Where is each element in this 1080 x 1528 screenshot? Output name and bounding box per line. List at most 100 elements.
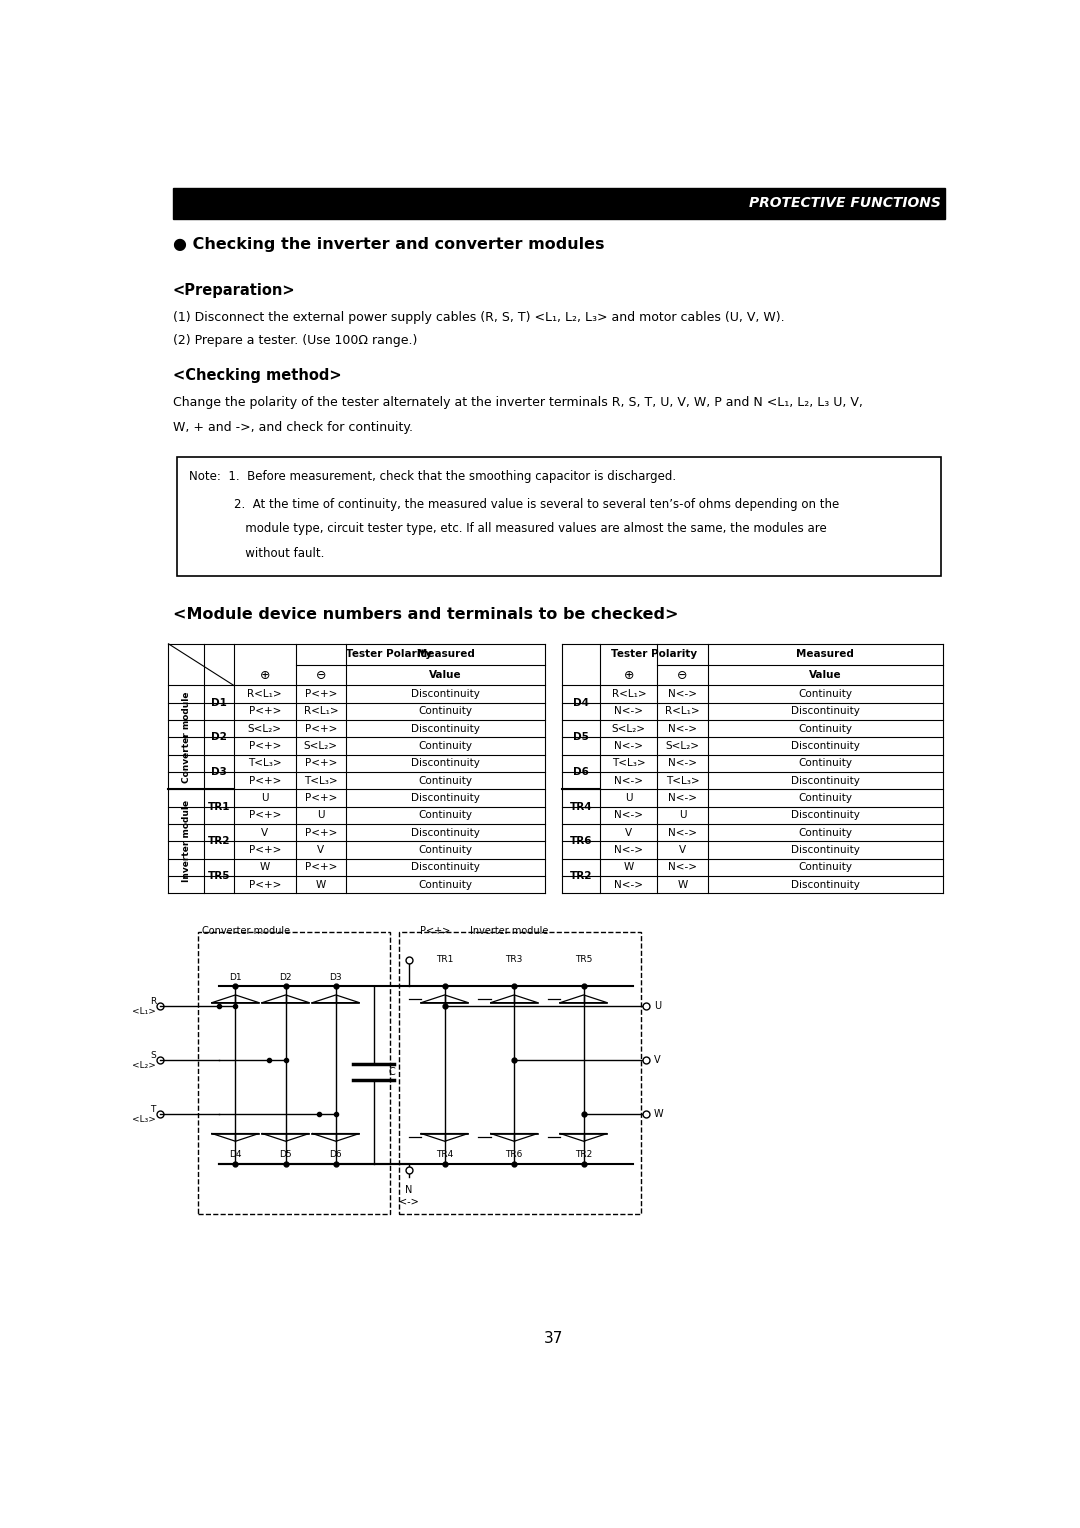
Text: N<->: N<-> — [615, 810, 644, 821]
Text: N<->: N<-> — [667, 828, 697, 837]
Text: TR1: TR1 — [436, 955, 454, 964]
Text: P<+>: P<+> — [305, 828, 337, 837]
Text: N<->: N<-> — [615, 880, 644, 889]
Bar — [198, 932, 390, 1215]
Text: ⊕: ⊕ — [623, 669, 634, 681]
Text: R<L₁>: R<L₁> — [303, 706, 338, 717]
Text: Discontinuity: Discontinuity — [411, 724, 480, 733]
Text: S
<L₂>: S <L₂> — [132, 1051, 156, 1070]
Text: R
<L₁>: R <L₁> — [132, 996, 156, 1016]
Text: P<+>: P<+> — [248, 741, 281, 752]
Text: P<+>: P<+> — [248, 810, 281, 821]
Text: Continuity: Continuity — [419, 810, 473, 821]
Text: Continuity: Continuity — [419, 845, 473, 856]
Text: D1: D1 — [211, 698, 227, 707]
Text: Continuity: Continuity — [798, 689, 852, 700]
Text: (1) Disconnect the external power supply cables (R, S, T) <L₁, L₂, L₃> and motor: (1) Disconnect the external power supply… — [173, 312, 784, 324]
Text: D6: D6 — [573, 767, 589, 778]
Text: 37: 37 — [544, 1331, 563, 1346]
Text: U: U — [653, 1001, 661, 1012]
Text: D6: D6 — [329, 1151, 342, 1160]
Text: TR6: TR6 — [570, 836, 592, 847]
Text: Continuity: Continuity — [419, 880, 473, 889]
Text: D3: D3 — [211, 767, 227, 778]
Text: N<->: N<-> — [667, 793, 697, 804]
Text: P<+>: P<+> — [248, 845, 281, 856]
Text: Measured: Measured — [796, 649, 854, 659]
Text: U: U — [318, 810, 325, 821]
Text: N<->: N<-> — [667, 758, 697, 769]
Text: N<->: N<-> — [615, 776, 644, 785]
Text: TR1: TR1 — [207, 802, 230, 811]
Text: Converter module: Converter module — [181, 692, 190, 784]
Text: Continuity: Continuity — [798, 758, 852, 769]
Text: Value: Value — [429, 669, 462, 680]
Text: ● Checking the inverter and converter modules: ● Checking the inverter and converter mo… — [173, 237, 604, 252]
Text: W, + and ->, and check for continuity.: W, + and ->, and check for continuity. — [173, 420, 413, 434]
Text: S<L₂>: S<L₂> — [247, 724, 282, 733]
Text: P<+>: P<+> — [305, 793, 337, 804]
Text: S<L₂>: S<L₂> — [665, 741, 700, 752]
Text: without fault.: without fault. — [189, 547, 325, 559]
Text: P<+>: P<+> — [305, 689, 337, 700]
Text: N<->: N<-> — [615, 741, 644, 752]
Text: W: W — [653, 1109, 663, 1120]
Text: N<->: N<-> — [615, 706, 644, 717]
Text: S<L₂>: S<L₂> — [612, 724, 646, 733]
Text: TR4: TR4 — [436, 1151, 454, 1160]
Text: Tester Polarity: Tester Polarity — [347, 649, 432, 659]
Text: Inverter module: Inverter module — [470, 926, 549, 935]
Text: Note:  1.  Before measurement, check that the smoothing capacitor is discharged.: Note: 1. Before measurement, check that … — [189, 469, 676, 483]
Text: Continuity: Continuity — [419, 776, 473, 785]
Text: P<+>: P<+> — [420, 926, 450, 935]
Text: Discontinuity: Discontinuity — [791, 810, 860, 821]
Text: C: C — [389, 1067, 395, 1077]
Text: Discontinuity: Discontinuity — [411, 758, 480, 769]
Text: <Checking method>: <Checking method> — [173, 368, 341, 384]
Text: N<->: N<-> — [615, 845, 644, 856]
Text: W: W — [259, 862, 270, 872]
Text: V: V — [625, 828, 633, 837]
Text: D5: D5 — [573, 732, 589, 743]
Text: P<+>: P<+> — [248, 880, 281, 889]
Text: R<L₁>: R<L₁> — [611, 689, 646, 700]
Text: TR5: TR5 — [575, 955, 592, 964]
Text: ⊖: ⊖ — [315, 669, 326, 681]
Text: TR2: TR2 — [570, 871, 592, 882]
Text: D1: D1 — [229, 973, 242, 983]
Text: Discontinuity: Discontinuity — [791, 845, 860, 856]
Text: Discontinuity: Discontinuity — [791, 776, 860, 785]
Text: Discontinuity: Discontinuity — [791, 741, 860, 752]
Text: T
<L₃>: T <L₃> — [132, 1105, 156, 1125]
Text: W: W — [677, 880, 688, 889]
Text: module type, circuit tester type, etc. If all measured values are almost the sam: module type, circuit tester type, etc. I… — [189, 523, 827, 535]
Bar — [173, 188, 945, 219]
Text: N<->: N<-> — [667, 689, 697, 700]
Text: P<+>: P<+> — [305, 862, 337, 872]
Text: R<L₁>: R<L₁> — [247, 689, 282, 700]
Text: TR2: TR2 — [207, 836, 230, 847]
Text: ⊕: ⊕ — [259, 669, 270, 681]
Text: T<L₃>: T<L₃> — [612, 758, 646, 769]
Text: TR3: TR3 — [505, 955, 523, 964]
Text: N<->: N<-> — [667, 862, 697, 872]
Text: Discontinuity: Discontinuity — [411, 828, 480, 837]
Text: Discontinuity: Discontinuity — [791, 706, 860, 717]
Text: T<L₃>: T<L₃> — [665, 776, 699, 785]
Text: W: W — [624, 862, 634, 872]
Text: T<L₃>: T<L₃> — [248, 758, 282, 769]
Text: Continuity: Continuity — [419, 706, 473, 717]
Text: D5: D5 — [280, 1151, 292, 1160]
Text: Continuity: Continuity — [798, 793, 852, 804]
Text: Discontinuity: Discontinuity — [411, 862, 480, 872]
Text: P<+>: P<+> — [248, 776, 281, 785]
Text: U: U — [625, 793, 633, 804]
Text: R<L₁>: R<L₁> — [665, 706, 700, 717]
Text: D2: D2 — [280, 973, 292, 983]
Text: V: V — [261, 828, 268, 837]
Text: W: W — [315, 880, 326, 889]
Text: Continuity: Continuity — [419, 741, 473, 752]
Text: Discontinuity: Discontinuity — [411, 793, 480, 804]
Text: U: U — [678, 810, 686, 821]
Text: N<->: N<-> — [667, 724, 697, 733]
